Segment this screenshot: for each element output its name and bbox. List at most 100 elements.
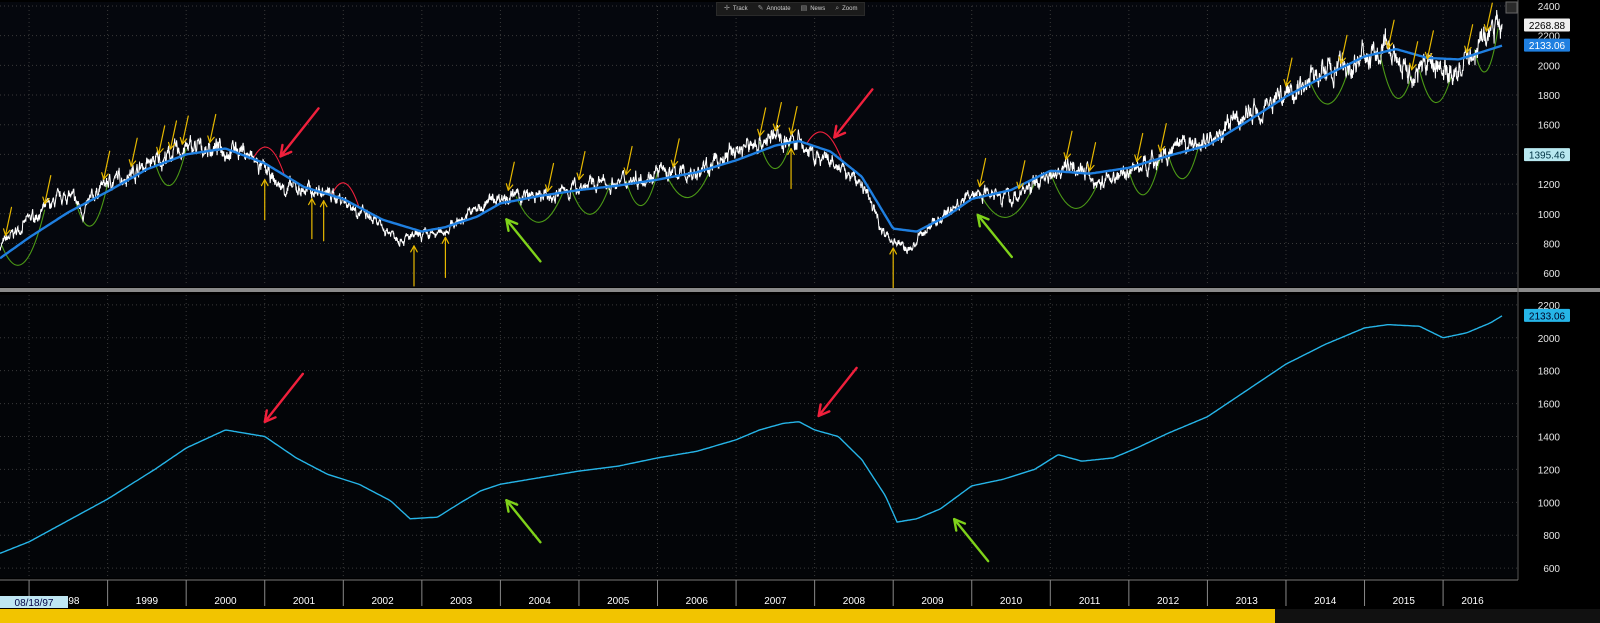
yellow-arrow-down-16-shaft [978,157,987,188]
yellow-arrow-down-27-shaft [1466,24,1474,54]
y-tick-top: 1600 [1538,121,1561,132]
last-price-label-box [1524,18,1570,32]
green-arc-2 [154,148,187,186]
red-arc-2 [806,131,843,162]
x-tick-label: 2000 [214,596,237,607]
yellow-arrow-down-20 [1134,132,1144,163]
green-arc-3 [515,191,564,223]
yellow-arrow-down-7-head [207,135,215,144]
red-arrow-top-2001-shaft [279,107,320,158]
green-arrow-bottom-2010 [952,517,990,563]
green-arrow-top-2010-head [976,213,990,228]
zoom-label: Zoom [842,6,858,12]
yellow-arrow-up-4-head [441,236,450,244]
yellow-arrow-down-10-head [576,172,584,181]
yellow-arrow-down-19 [1087,142,1097,172]
green-arrow-top-2004-shaft [505,218,542,263]
start-date-label: 08/18/97 [15,598,54,609]
yellow-arrow-down-1 [42,175,52,205]
green-arc-8 [979,183,1036,218]
yellow-arrow-down-12-shaft [672,138,680,168]
crosshair-value-label: 1395.46 [1524,148,1570,162]
red-arc-1 [331,182,360,208]
green-arc-15 [1473,28,1499,73]
yellow-arrow-down-2-shaft [103,150,111,180]
yellow-arrow-down-15 [788,105,798,136]
red-arrow-bottom-2001 [263,372,305,424]
yellow-arrow-down-4 [156,125,166,155]
y-tick-bottom: 1600 [1538,400,1561,411]
x-tick-label: 1999 [136,596,159,607]
green-arc-5 [625,172,659,206]
yellow-arrow-down-25-head [1409,62,1417,71]
y-tick-bottom: 800 [1543,531,1560,542]
yellow-arrow-up-4 [441,236,450,278]
green-arrow-top-2004-head [505,218,519,232]
yellow-arrow-down-22-head [1283,78,1292,87]
green-arc-6 [664,164,714,198]
yellow-arrow-down-5 [167,120,178,150]
x-tick-label: 2010 [1000,596,1023,607]
green-arc-9 [1049,172,1098,209]
yellow-arrow-down-15-shaft [790,105,798,136]
y-tick-top: 800 [1543,239,1560,250]
red-arrow-top-2008-shaft [833,88,874,139]
red-arc-0 [252,146,285,176]
news-icon: ▤ [800,5,808,12]
yellow-arrow-up-0 [260,179,269,221]
yellow-arrow-down-8 [505,161,515,191]
yellow-arrow-down-11-shaft [625,145,633,176]
yellow-arrow-up-6 [889,247,898,289]
yellow-arrow-up-3-head [410,245,418,253]
yellow-arrow-down-14 [772,101,782,132]
y-tick-bottom: 2200 [1538,301,1561,312]
yellow-arrow-down-7 [207,113,217,144]
y-tick-top: 600 [1543,269,1560,280]
last-price-label: 2268.88 [1524,18,1570,32]
yellow-arrow-down-21-shaft [1159,123,1167,153]
yellow-arrow-down-15-head [788,127,797,136]
x-tick-label: 2016 [1461,596,1484,607]
x-tick-label: 2012 [1157,596,1180,607]
yellow-arrow-down-27-head [1464,45,1472,54]
news-button[interactable]: ▤ News [798,3,829,15]
yellow-arrow-down-4-head [156,146,164,155]
yellow-arrow-down-20-shaft [1136,132,1144,163]
yellow-arrow-down-6-shaft [181,115,189,145]
y-tick-bottom: 1400 [1538,433,1561,444]
track-button[interactable]: ✛ Track [721,3,751,15]
yellow-arrow-down-9-head [545,184,553,193]
yellow-arrow-down-11 [623,145,633,176]
yellow-arrow-down-0 [2,206,13,236]
yellow-arrow-up-5-head [787,147,795,156]
yellow-arrow-up-1 [308,198,316,240]
green-arc-12 [1309,68,1350,105]
yellow-arrow-down-24 [1385,19,1395,49]
yellow-arrow-down-24-shaft [1387,19,1395,49]
green-arrow-bottom-2004 [505,499,542,544]
last-price-label-text: 2268.88 [1529,21,1566,32]
yellow-arrow-down-26-head [1424,51,1433,60]
x-tick-label: 2008 [843,596,866,607]
yellow-arrow-down-10-shaft [578,150,586,181]
x-tick-label: 2005 [607,596,630,607]
yellow-arrow-down-5-shaft [169,120,178,150]
yellow-arrow-down-8-shaft [507,161,515,191]
panel-menu-icon [1505,1,1518,14]
yellow-arrow-down-6-head [179,136,188,145]
red-arrow-bottom-2001-head [263,409,277,424]
bottom-panel [0,295,1518,578]
annotations-back [1,28,1499,266]
red-arrow-bottom-2008-shaft [817,366,858,418]
yellow-arrow-down-22-shaft [1285,57,1293,87]
yellow-arrow-down-2 [101,150,111,180]
zoom-button[interactable]: ⌕ Zoom [832,3,860,15]
x-tick-label: 2009 [921,596,944,607]
annotate-button[interactable]: ✎ Annotate [755,3,794,15]
red-arrow-top-2001-head [279,143,293,158]
green-arrow-top-2004 [505,218,542,263]
yellow-arrow-down-17 [1016,160,1026,190]
yellow-arrow-down-23 [1338,34,1348,64]
